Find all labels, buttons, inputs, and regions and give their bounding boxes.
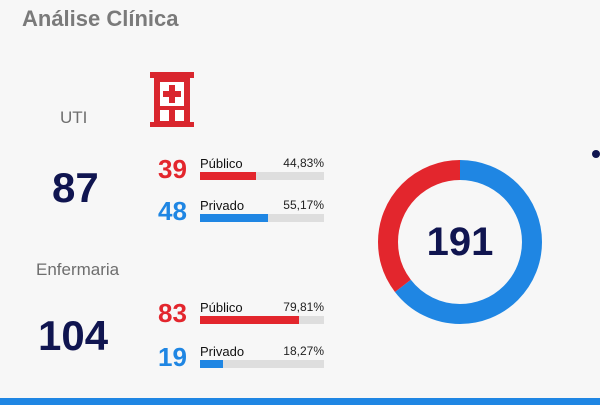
enfermaria-privado-pct: 18,27% <box>283 344 324 358</box>
enfermaria-publico-bar-track <box>200 316 324 324</box>
bottom-bar <box>0 398 600 405</box>
uti-publico-bar-fill <box>200 172 256 180</box>
enfermaria-privado-label: Privado <box>200 344 245 359</box>
uti-privado-row: 48 Privado 55,17% <box>158 194 328 234</box>
uti-privado-pct: 55,17% <box>283 198 324 212</box>
uti-privado-label: Privado <box>200 198 245 213</box>
uti-privado-bar-fill <box>200 214 269 222</box>
enfermaria-publico-row: 83 Público 79,81% <box>158 296 328 336</box>
enfermaria-publico-pct: 79,81% <box>283 300 324 314</box>
enfermaria-publico-label: Público <box>200 300 243 315</box>
donut-slice-1 <box>378 160 542 324</box>
enfermaria-privado-row: 19 Privado 18,27% <box>158 340 328 380</box>
uti-publico-count: 39 <box>158 154 187 184</box>
enfermaria-privado-count: 19 <box>158 342 187 372</box>
donut-total: 191 <box>426 219 494 264</box>
enfermaria-publico-bar-fill <box>200 316 299 324</box>
enfermaria-privado-bar-track <box>200 360 324 368</box>
enfermaria-privado-bar-fill <box>200 360 223 368</box>
hospital-icon <box>150 72 194 127</box>
total-donut-chart <box>378 160 542 324</box>
uti-publico-label: Público <box>200 156 243 171</box>
enfermaria-label: Enfermaria <box>36 260 120 279</box>
uti-privado-bar-track <box>200 214 324 222</box>
uti-privado-count: 48 <box>158 196 187 226</box>
uti-publico-row: 39 Público 44,83% <box>158 152 328 192</box>
uti-label: UTI <box>60 108 88 127</box>
legend-dot <box>592 150 600 158</box>
enfermaria-total: 104 <box>38 312 109 359</box>
page-title: Análise Clínica <box>22 6 179 31</box>
uti-publico-pct: 44,83% <box>283 156 324 170</box>
enfermaria-publico-count: 83 <box>158 298 187 328</box>
uti-total: 87 <box>52 164 99 211</box>
uti-publico-bar-track <box>200 172 324 180</box>
